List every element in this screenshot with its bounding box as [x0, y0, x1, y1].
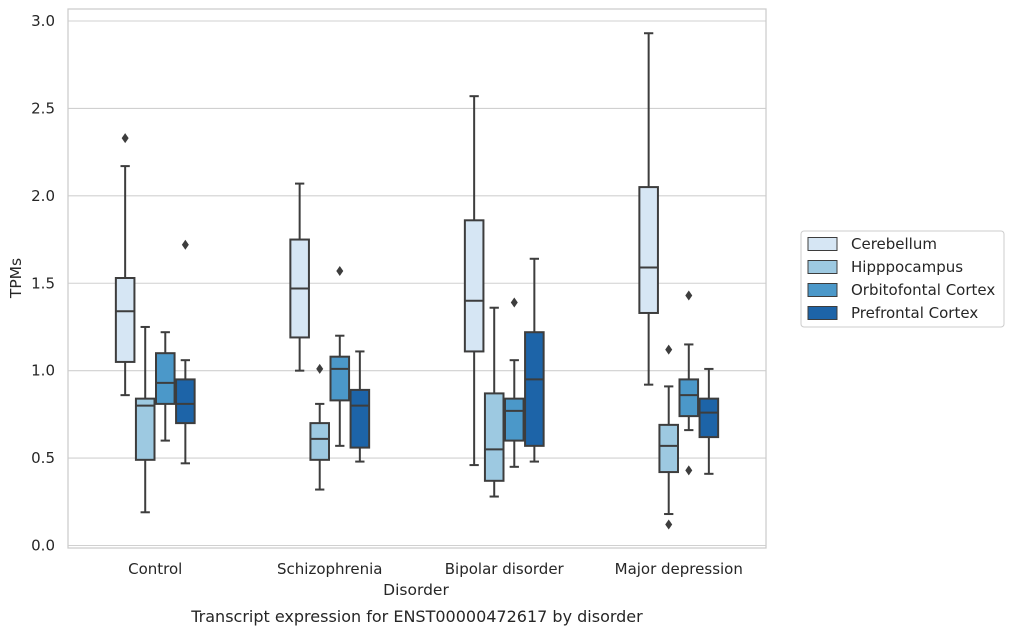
box-plot-group	[309, 363, 330, 491]
x-tick-label: Schizophrenia	[277, 560, 382, 578]
box-plot-group	[114, 133, 136, 397]
outlier-marker	[510, 297, 518, 308]
box	[175, 378, 196, 425]
box-plot-group	[678, 290, 700, 476]
legend-label: Orbitofontal Cortex	[851, 281, 995, 299]
box-plots	[114, 32, 720, 530]
y-tick-label: 3.0	[31, 12, 55, 30]
box-plot-group	[658, 344, 679, 530]
legend-swatch	[807, 237, 838, 251]
y-tick-labels: 0.0 0.5 1.0 1.5 2.0 2.5 3.0	[31, 12, 55, 555]
box	[463, 219, 485, 353]
y-tick-label: 1.0	[31, 362, 55, 380]
box	[349, 388, 371, 449]
box	[155, 352, 176, 405]
y-tick-label: 2.5	[31, 99, 55, 117]
legend-items: Cerebellum Hipppocampus Orbitofontal Corte…	[807, 235, 995, 322]
box-plot-group	[463, 95, 485, 467]
y-tick-label: 0.5	[31, 449, 55, 467]
box	[504, 397, 525, 442]
box	[329, 355, 351, 402]
legend-swatch	[807, 260, 838, 274]
y-tick-label: 1.5	[31, 274, 55, 292]
outlier-marker	[181, 239, 189, 250]
outlier-marker	[336, 266, 344, 277]
y-tick-label: 2.0	[31, 187, 55, 205]
box	[483, 392, 505, 482]
box-plot-group	[698, 367, 720, 475]
x-tick-label: Bipolar disorder	[445, 560, 565, 578]
y-axis-label: TPMs	[7, 258, 25, 299]
box-plot-group	[349, 350, 371, 463]
figure-caption: Transcript expression for ENST0000047261…	[190, 607, 643, 626]
outlier-marker	[685, 465, 693, 476]
box	[134, 397, 156, 461]
outlier-marker	[665, 519, 673, 530]
x-tick-label: Major depression	[615, 560, 743, 578]
box	[678, 378, 700, 418]
outlier-marker	[685, 290, 693, 301]
legend-label: Prefrontal Cortex	[851, 304, 978, 322]
legend-swatch	[807, 306, 838, 320]
outlier-marker	[665, 344, 673, 355]
gridlines	[68, 20, 766, 547]
box-plot-group	[175, 239, 196, 465]
box-plot-group	[155, 331, 176, 442]
plot-area-frame	[67, 8, 767, 549]
box-plot-group	[329, 266, 351, 447]
box	[309, 422, 330, 461]
x-tick-labels: Control Schizophrenia Bipolar disorder Majo…	[128, 560, 743, 578]
box-plot-group	[638, 32, 659, 386]
box-plot-group	[483, 306, 505, 498]
x-axis-label: Disorder	[383, 581, 449, 599]
box-plot-group	[134, 325, 156, 514]
legend-label: Hipppocampus	[851, 258, 963, 276]
box	[698, 397, 720, 439]
box-plot-group	[524, 257, 545, 463]
legend: Cerebellum Hipppocampus Orbitofontal Corte…	[800, 230, 1005, 328]
box	[658, 423, 679, 474]
box	[638, 186, 659, 314]
x-tick-label: Control	[128, 560, 182, 578]
outlier-marker	[316, 363, 324, 374]
legend-frame	[800, 230, 1005, 328]
y-tick-label: 0.0	[31, 537, 55, 555]
outlier-marker	[121, 133, 129, 144]
legend-swatch	[807, 283, 838, 297]
legend-label: Cerebellum	[851, 235, 937, 253]
box	[524, 331, 545, 447]
box-plot-group	[289, 182, 310, 372]
box-plot-group	[504, 297, 525, 468]
box	[114, 277, 136, 363]
